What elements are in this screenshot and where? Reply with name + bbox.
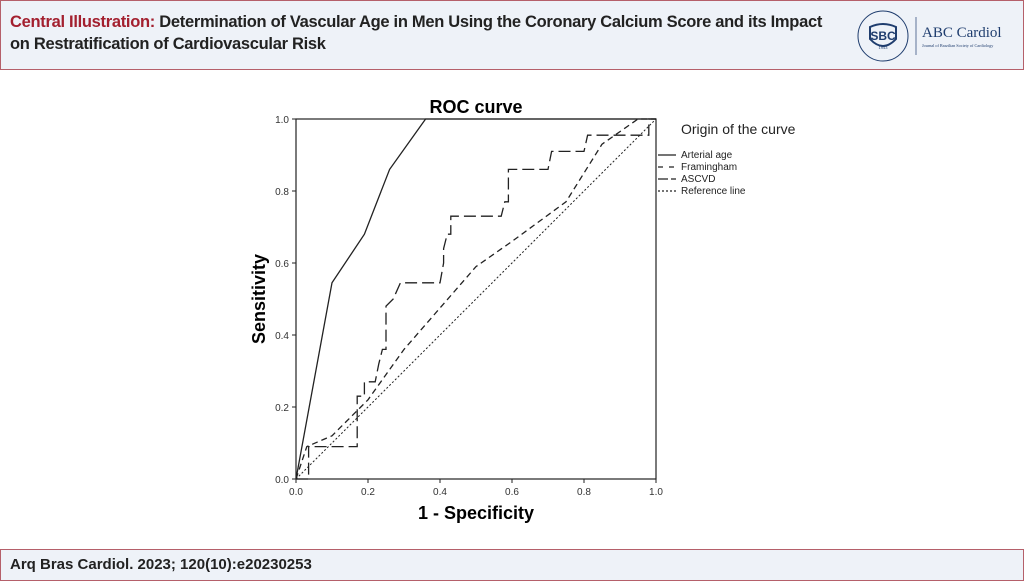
series-line-arterial-age	[295, 118, 656, 480]
x-tick-label: 1.0	[649, 487, 663, 498]
x-tick-label: 0.6	[505, 487, 519, 498]
y-tick-label: 0.6	[275, 259, 289, 270]
footer: Arq Bras Cardiol. 2023; 120(10):e2023025…	[0, 549, 1024, 581]
logo-sbc-text: SBC	[870, 29, 896, 43]
chart-title: ROC curve	[429, 97, 522, 117]
y-tick-label: 1.0	[275, 115, 289, 126]
x-tick-label: 0.8	[577, 487, 591, 498]
y-tick-label: 0.0	[275, 475, 289, 486]
logo-year: 1943	[879, 45, 889, 50]
citation: Arq Bras Cardiol. 2023; 120(10):e2023025…	[10, 556, 312, 573]
legend-label: ASCVD	[681, 174, 715, 185]
header: Central Illustration: Determination of V…	[0, 0, 1024, 70]
title-lead: Central Illustration:	[10, 13, 155, 31]
legend-title: Origin of the curve	[681, 121, 796, 137]
x-tick-label: 0.0	[289, 487, 303, 498]
title-text: Determination of Vascular Age in Men Usi…	[10, 13, 823, 53]
x-tick-label: 0.2	[361, 487, 375, 498]
x-tick-label: 0.4	[433, 487, 447, 498]
brand-subtitle: Journal of Brazilian Society of Cardiolo…	[922, 43, 994, 48]
series-line-ascvd	[296, 118, 656, 480]
legend-label: Framingham	[681, 162, 737, 173]
y-tick-label: 0.2	[275, 403, 289, 414]
brand-name: ABC Cardiol	[922, 25, 1002, 41]
sbc-logo: SBC 1943 ABC Cardiol Journal of Brazilia…	[857, 10, 1002, 62]
page-title: Central Illustration: Determination of V…	[10, 11, 830, 55]
y-tick-label: 0.4	[275, 331, 289, 342]
series-line-reference-line	[295, 118, 657, 480]
legend-label: Arterial age	[681, 150, 733, 161]
y-axis-label: Sensitivity	[249, 254, 269, 344]
legend-label: Reference line	[681, 186, 746, 197]
x-axis-label: 1 - Specificity	[418, 503, 534, 523]
y-tick-label: 0.8	[275, 187, 289, 198]
series-line-framingham	[295, 118, 656, 480]
